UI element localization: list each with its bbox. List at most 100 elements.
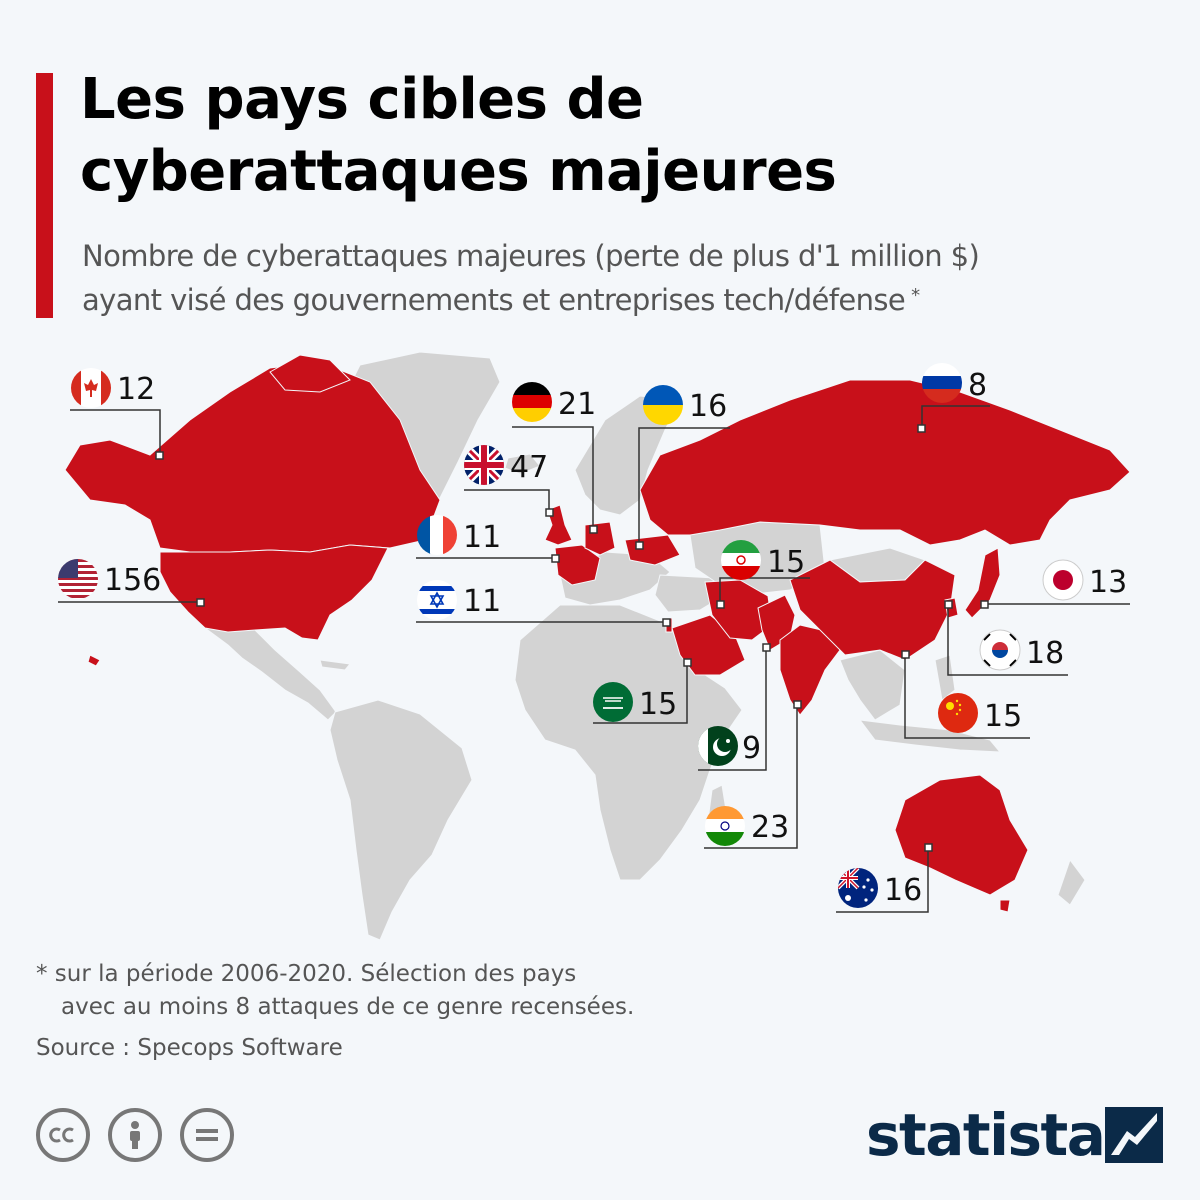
connector-pakistan [698,648,767,771]
page-title: Les pays cibles de cyberattaques majeure… [80,64,1160,208]
iran-flag-icon [721,540,761,580]
marker-germany [589,525,598,534]
subtitle-footnote-mark: * [911,285,920,306]
iceland-shape [504,453,541,475]
value-label-india: 23 [751,810,789,845]
subtitle-line-1: Nombre de cyberattaques majeures (perte … [82,239,980,273]
scandinavia-shape [574,395,681,516]
marker-south-korea [944,600,953,609]
connector-russia [921,405,990,428]
canada-flag-icon [71,368,111,408]
mexico-central-america-shape [203,627,337,721]
title-line-1: Les pays cibles de [80,67,644,132]
value-label-canada: 12 [117,372,155,407]
usa-shape [159,544,389,641]
person-icon [130,1121,140,1149]
marker-france [551,554,560,563]
china-flag-icon [938,693,978,733]
connector-ukraine [638,427,730,545]
germany-flag-icon [512,382,552,422]
highlighted-countries [64,354,1131,913]
south-america-shape [329,699,473,941]
value-label-south-korea: 18 [1026,636,1064,671]
connector-south-korea [947,605,1068,676]
japan-shape [964,547,1001,619]
marker-iran [716,600,725,609]
china-shape [789,559,956,661]
russia-shape [639,379,1131,546]
connector-india [704,705,798,849]
connector-canada [70,409,161,456]
connector-australia [836,848,929,913]
statista-logo-icon[interactable] [1105,1107,1163,1163]
philippines-shape [934,654,956,701]
alaska-hawaii-shape [87,654,101,667]
connector-end-markers [155,424,989,852]
connector-saudi-arabia [593,662,688,724]
marker-saudi-arabia [683,658,692,667]
saudi-arabia-flag-icon [593,682,633,722]
iran-shape [704,579,773,641]
value-label-germany: 21 [558,387,596,422]
marker-russia [917,424,926,433]
marker-usa [196,598,205,607]
indonesia-shape [858,719,1002,753]
israel-flag-icon [417,580,457,620]
india-shape [779,624,841,716]
marker-ukraine [635,541,644,550]
india-flag-icon [705,806,745,846]
value-label-australia: 16 [884,873,922,908]
nd-noderivs-icon[interactable] [180,1108,234,1162]
south-korea-flag-icon [979,629,1021,671]
value-label-russia: 8 [968,368,987,403]
marker-israel [662,618,671,627]
marker-china [901,650,910,659]
connector-iran [719,577,810,605]
ukraine-shape [624,534,681,566]
japan-flag-icon [1042,559,1084,601]
pakistan-flag-icon [698,726,738,766]
marker-australia [924,843,933,852]
connector-uk [464,489,550,512]
marker-japan [980,600,989,609]
world-map: 12 156 21 47 11 11 16 8 15 13 18 15 9 15… [58,351,1131,941]
marker-canada [155,451,164,460]
subtitle-line-2: ayant visé des gouvernements et entrepri… [82,283,906,317]
accent-bar [36,73,53,318]
australia-flag-icon [838,868,878,908]
value-label-pakistan: 9 [742,731,761,766]
connector-china [904,655,1030,739]
france-shape [554,544,601,586]
value-label-iran: 15 [767,545,805,580]
statista-wordmark[interactable]: statista [866,1101,1106,1169]
usa-flag-icon [58,559,98,599]
connector-lines [58,405,1130,913]
cc-icon[interactable] [36,1108,90,1162]
russia-flag-icon [922,363,962,403]
marker-india [793,700,802,709]
marker-uk [545,508,554,517]
marker-pakistan [762,643,771,652]
canada-islands-shape [269,354,351,393]
tasmania-shape [999,899,1011,913]
southeast-asia-shape [839,649,906,721]
footnote-line-2: avec au moins 8 attaques de ce genre rec… [61,994,635,1020]
value-label-china: 15 [984,699,1022,734]
value-label-ukraine: 16 [689,389,727,424]
value-label-israel: 11 [463,584,501,619]
connector-germany [512,426,594,530]
uk-flag-icon [464,445,504,485]
footnote: * sur la période 2006-2020. Sélection de… [36,958,796,1024]
caribbean-shape [319,659,351,671]
value-label-japan: 13 [1089,565,1127,600]
new-zealand-shape [1057,858,1086,906]
footnote-line-1: * sur la période 2006-2020. Sélection de… [36,961,577,987]
value-labels: 12 156 21 47 11 11 16 8 15 13 18 15 9 15… [104,368,1127,908]
source: Source : Specops Software [36,1035,343,1061]
value-label-uk: 47 [510,450,548,485]
title-line-2: cyberattaques majeures [80,139,837,204]
value-label-france: 11 [463,520,501,555]
cc-icon-glyph [49,1127,74,1143]
subtitle: Nombre de cyberattaques majeures (perte … [82,234,1182,322]
by-attribution-icon[interactable] [108,1108,162,1162]
